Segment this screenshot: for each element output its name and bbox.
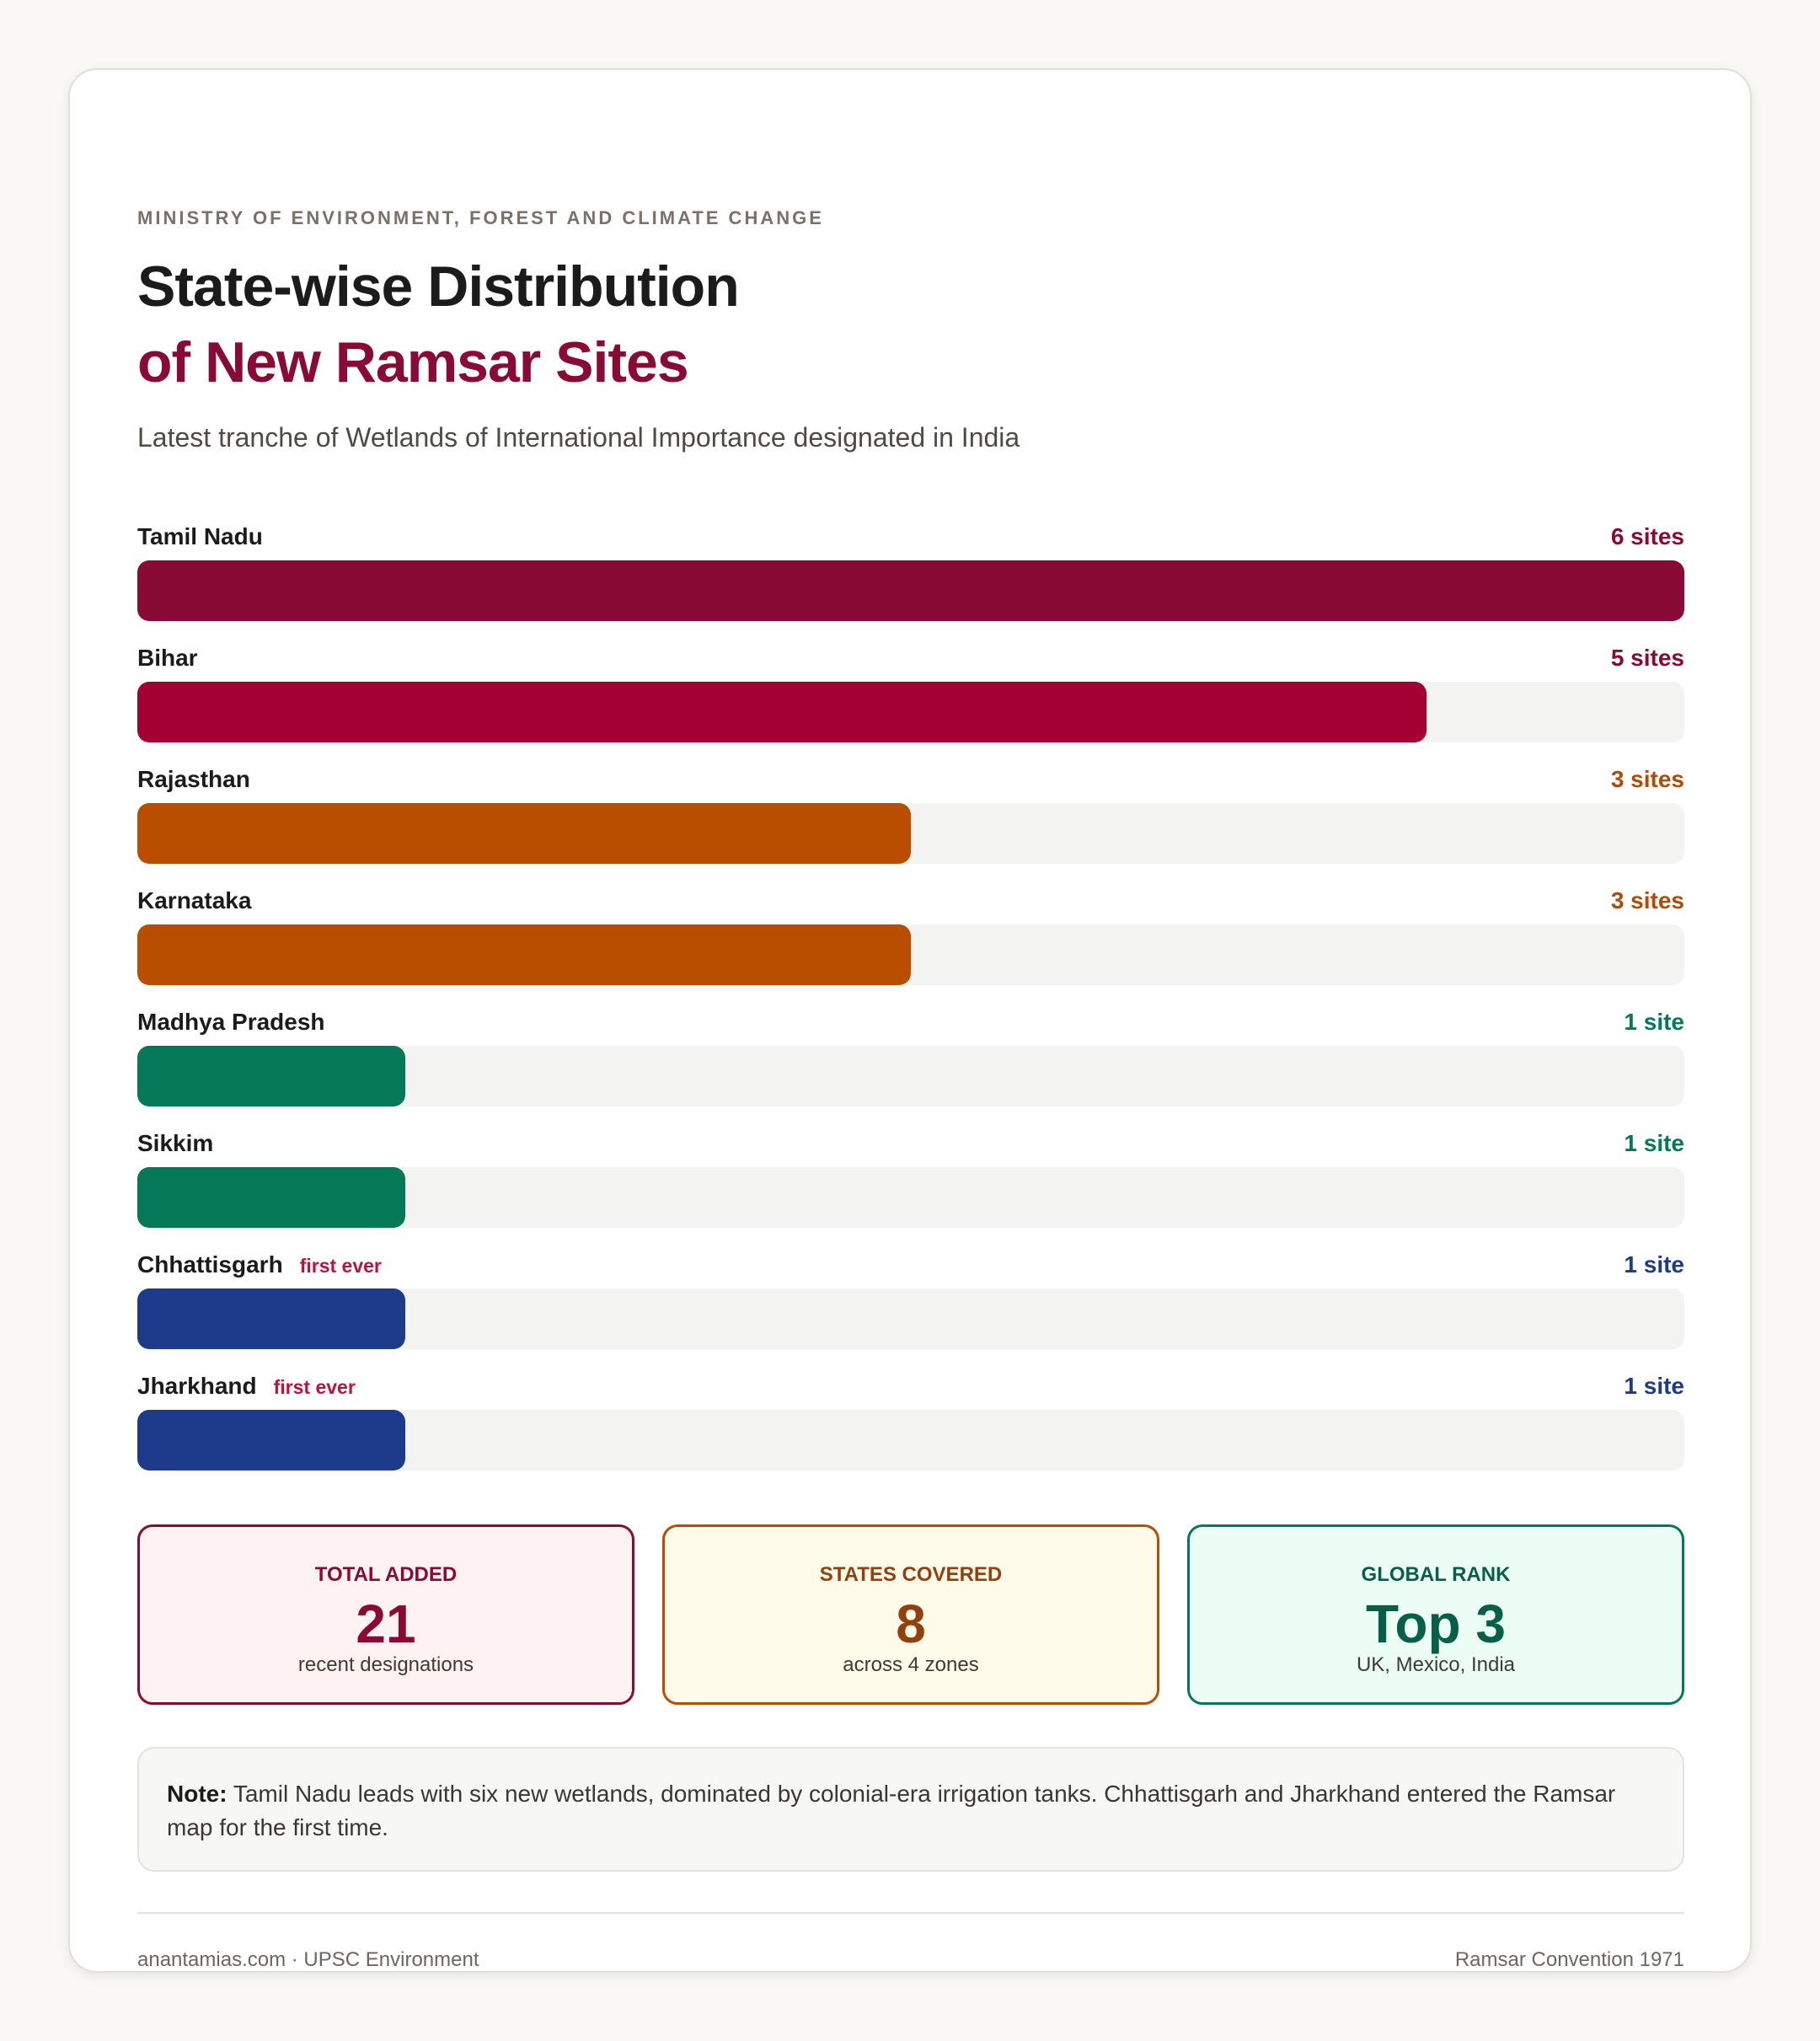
- subtitle: Latest tranche of Wetlands of Internatio…: [137, 422, 1020, 453]
- stat-sub: UK, Mexico, India: [1356, 1653, 1516, 1676]
- first-ever-tag: first ever: [299, 1255, 382, 1277]
- bar-track: [137, 1046, 1684, 1106]
- bar-track: [137, 560, 1684, 621]
- stat-value: 8: [896, 1594, 926, 1654]
- bar-value-label: 6 sites: [1610, 523, 1684, 549]
- note-box: Note: Tamil Nadu leads with six new wetl…: [137, 1747, 1684, 1872]
- bar: [137, 1167, 405, 1228]
- bar-value-label: 3 sites: [1610, 887, 1684, 913]
- bar-row: Sikkim 1 site: [137, 1123, 1684, 1245]
- bar-category-label: Rajasthan: [137, 766, 250, 793]
- note-label: Note:: [167, 1781, 228, 1807]
- infographic-card: MINISTRY OF ENVIRONMENT, FOREST AND CLIM…: [68, 68, 1752, 1973]
- bar-category-label: Sikkim: [137, 1130, 213, 1157]
- card-content: MINISTRY OF ENVIRONMENT, FOREST AND CLIM…: [137, 70, 1684, 1971]
- category-name: Chhattisgarh: [137, 1251, 283, 1278]
- bar: [137, 1410, 405, 1470]
- bar-row: Madhya Pradesh 1 site: [137, 1002, 1684, 1123]
- bar-value-label: 1 site: [1624, 1130, 1684, 1156]
- title-line-2: of New Ramsar Sites: [137, 330, 689, 394]
- bar-row: Karnataka 3 sites: [137, 881, 1684, 1002]
- footer-divider: [137, 1912, 1684, 1914]
- stat-card-states-covered: STATES COVERED 8 across 4 zones: [662, 1524, 1159, 1705]
- bar-category-label: Jharkhand first ever: [137, 1373, 356, 1400]
- bar-row: Chhattisgarh first ever 1 site: [137, 1245, 1684, 1366]
- bar-track: [137, 924, 1684, 985]
- stat-value: 21: [356, 1594, 416, 1654]
- stat-sub: across 4 zones: [843, 1653, 979, 1676]
- bar-value-label: 1 site: [1624, 1009, 1684, 1035]
- bar-chart: Tamil Nadu 6 sites Bihar 5 sites Rajasthan 3 …: [137, 517, 1684, 1477]
- note-text: Tamil Nadu leads with six new wetlands, …: [167, 1781, 1616, 1840]
- bar-track: [137, 1410, 1684, 1470]
- stats-row: TOTAL ADDED 21 recent designations STATE…: [137, 1524, 1684, 1705]
- bar-value-label: 3 sites: [1610, 766, 1684, 792]
- bar: [137, 560, 1684, 621]
- category-name: Rajasthan: [137, 766, 250, 792]
- bar: [137, 682, 1427, 742]
- bar: [137, 803, 911, 864]
- bar-row: Rajasthan 3 sites: [137, 759, 1684, 881]
- bar: [137, 924, 911, 985]
- bar-category-label: Tamil Nadu: [137, 523, 263, 550]
- bar-track: [137, 1288, 1684, 1349]
- bar-category-label: Madhya Pradesh: [137, 1009, 325, 1036]
- bar: [137, 1288, 405, 1349]
- category-name: Tamil Nadu: [137, 523, 263, 549]
- bar-category-label: Chhattisgarh first ever: [137, 1251, 382, 1278]
- stat-label: STATES COVERED: [819, 1563, 1003, 1586]
- bar-track: [137, 1167, 1684, 1228]
- ministry-label: MINISTRY OF ENVIRONMENT, FOREST AND CLIM…: [137, 207, 824, 228]
- stat-sub: recent designations: [297, 1653, 474, 1676]
- bar-track: [137, 803, 1684, 864]
- bar-row: Tamil Nadu 6 sites: [137, 517, 1684, 638]
- stat-value: Top 3: [1366, 1594, 1506, 1654]
- bar-row: Jharkhand first ever 1 site: [137, 1366, 1684, 1487]
- stat-card-global-rank: GLOBAL RANK Top 3 UK, Mexico, India: [1187, 1524, 1684, 1705]
- bar-value-label: 1 site: [1624, 1251, 1684, 1278]
- stat-card-total-added: TOTAL ADDED 21 recent designations: [137, 1524, 634, 1705]
- bar-category-label: Karnataka: [137, 887, 251, 914]
- stat-label: TOTAL ADDED: [314, 1563, 458, 1586]
- bar-row: Bihar 5 sites: [137, 638, 1684, 759]
- category-name: Madhya Pradesh: [137, 1009, 325, 1035]
- category-name: Karnataka: [137, 887, 252, 913]
- first-ever-tag: first ever: [273, 1376, 356, 1398]
- title-line-1: State-wise Distribution: [137, 254, 740, 319]
- page-title: State-wise Distribution of New Ramsar Si…: [137, 249, 740, 400]
- category-name: Jharkhand: [137, 1373, 257, 1399]
- category-name: Bihar: [137, 645, 198, 671]
- stat-label: GLOBAL RANK: [1361, 1563, 1511, 1586]
- bar-track: [137, 682, 1684, 742]
- footer-reference: Ramsar Convention 1971: [1454, 1948, 1684, 1971]
- bar-value-label: 5 sites: [1610, 645, 1684, 671]
- bar-category-label: Bihar: [137, 645, 198, 672]
- bar: [137, 1046, 405, 1106]
- bar-value-label: 1 site: [1624, 1373, 1684, 1399]
- category-name: Sikkim: [137, 1130, 214, 1156]
- footer-source: anantamias.com · UPSC Environment: [137, 1948, 479, 1971]
